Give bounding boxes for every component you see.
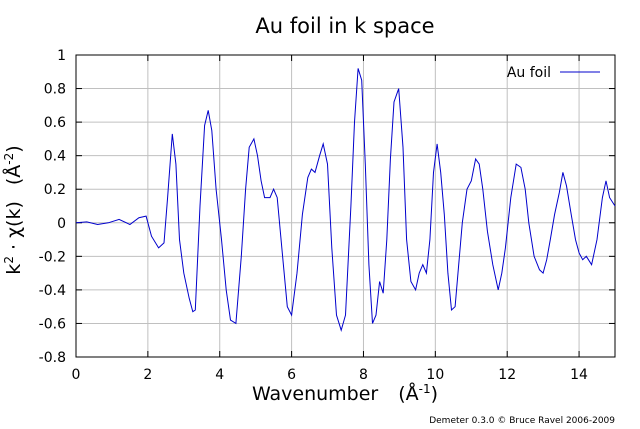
- chart-title: Au foil in k space: [255, 14, 434, 38]
- y-tick-label: 0.2: [44, 182, 66, 198]
- y-tick-label: -0.8: [39, 350, 66, 366]
- y-tick-label: 0.6: [44, 115, 66, 131]
- x-tick-label: 6: [287, 367, 296, 383]
- x-tick-label: 8: [359, 367, 368, 383]
- x-tick-label: 12: [498, 367, 516, 383]
- y-tick-label: -0.2: [39, 249, 66, 265]
- series-line-au-foil: [75, 68, 616, 332]
- y-axis-label: k2 · χ(k)(Å-2): [2, 145, 25, 274]
- y-tick-label: 0.4: [44, 149, 66, 165]
- x-tick-label: 4: [215, 367, 224, 383]
- y-tick-label: 0: [57, 216, 66, 232]
- legend-label: Au foil: [507, 65, 551, 81]
- x-tick-label: 10: [426, 367, 444, 383]
- tick-labels: 0 2 4 6 8 10 12 14 -0.8 -0.6 -0.4 -0.2 0 0.2 0.4 0.6 0.8…: [39, 48, 588, 383]
- legend: Au foil: [507, 65, 600, 81]
- y-tick-label: 1: [57, 48, 66, 64]
- y-tick-label: -0.6: [39, 316, 66, 332]
- x-tick-label: 2: [143, 367, 152, 383]
- footer-credit: Demeter 0.3.0 © Bruce Ravel 2006-2009: [429, 416, 615, 426]
- x-axis-label: Wavenumber (Å-1): [252, 382, 438, 405]
- y-tick-label: 0.8: [44, 82, 66, 98]
- x-tick-label: 0: [72, 367, 81, 383]
- x-tick-label: 14: [570, 367, 588, 383]
- y-tick-label: -0.4: [39, 283, 66, 299]
